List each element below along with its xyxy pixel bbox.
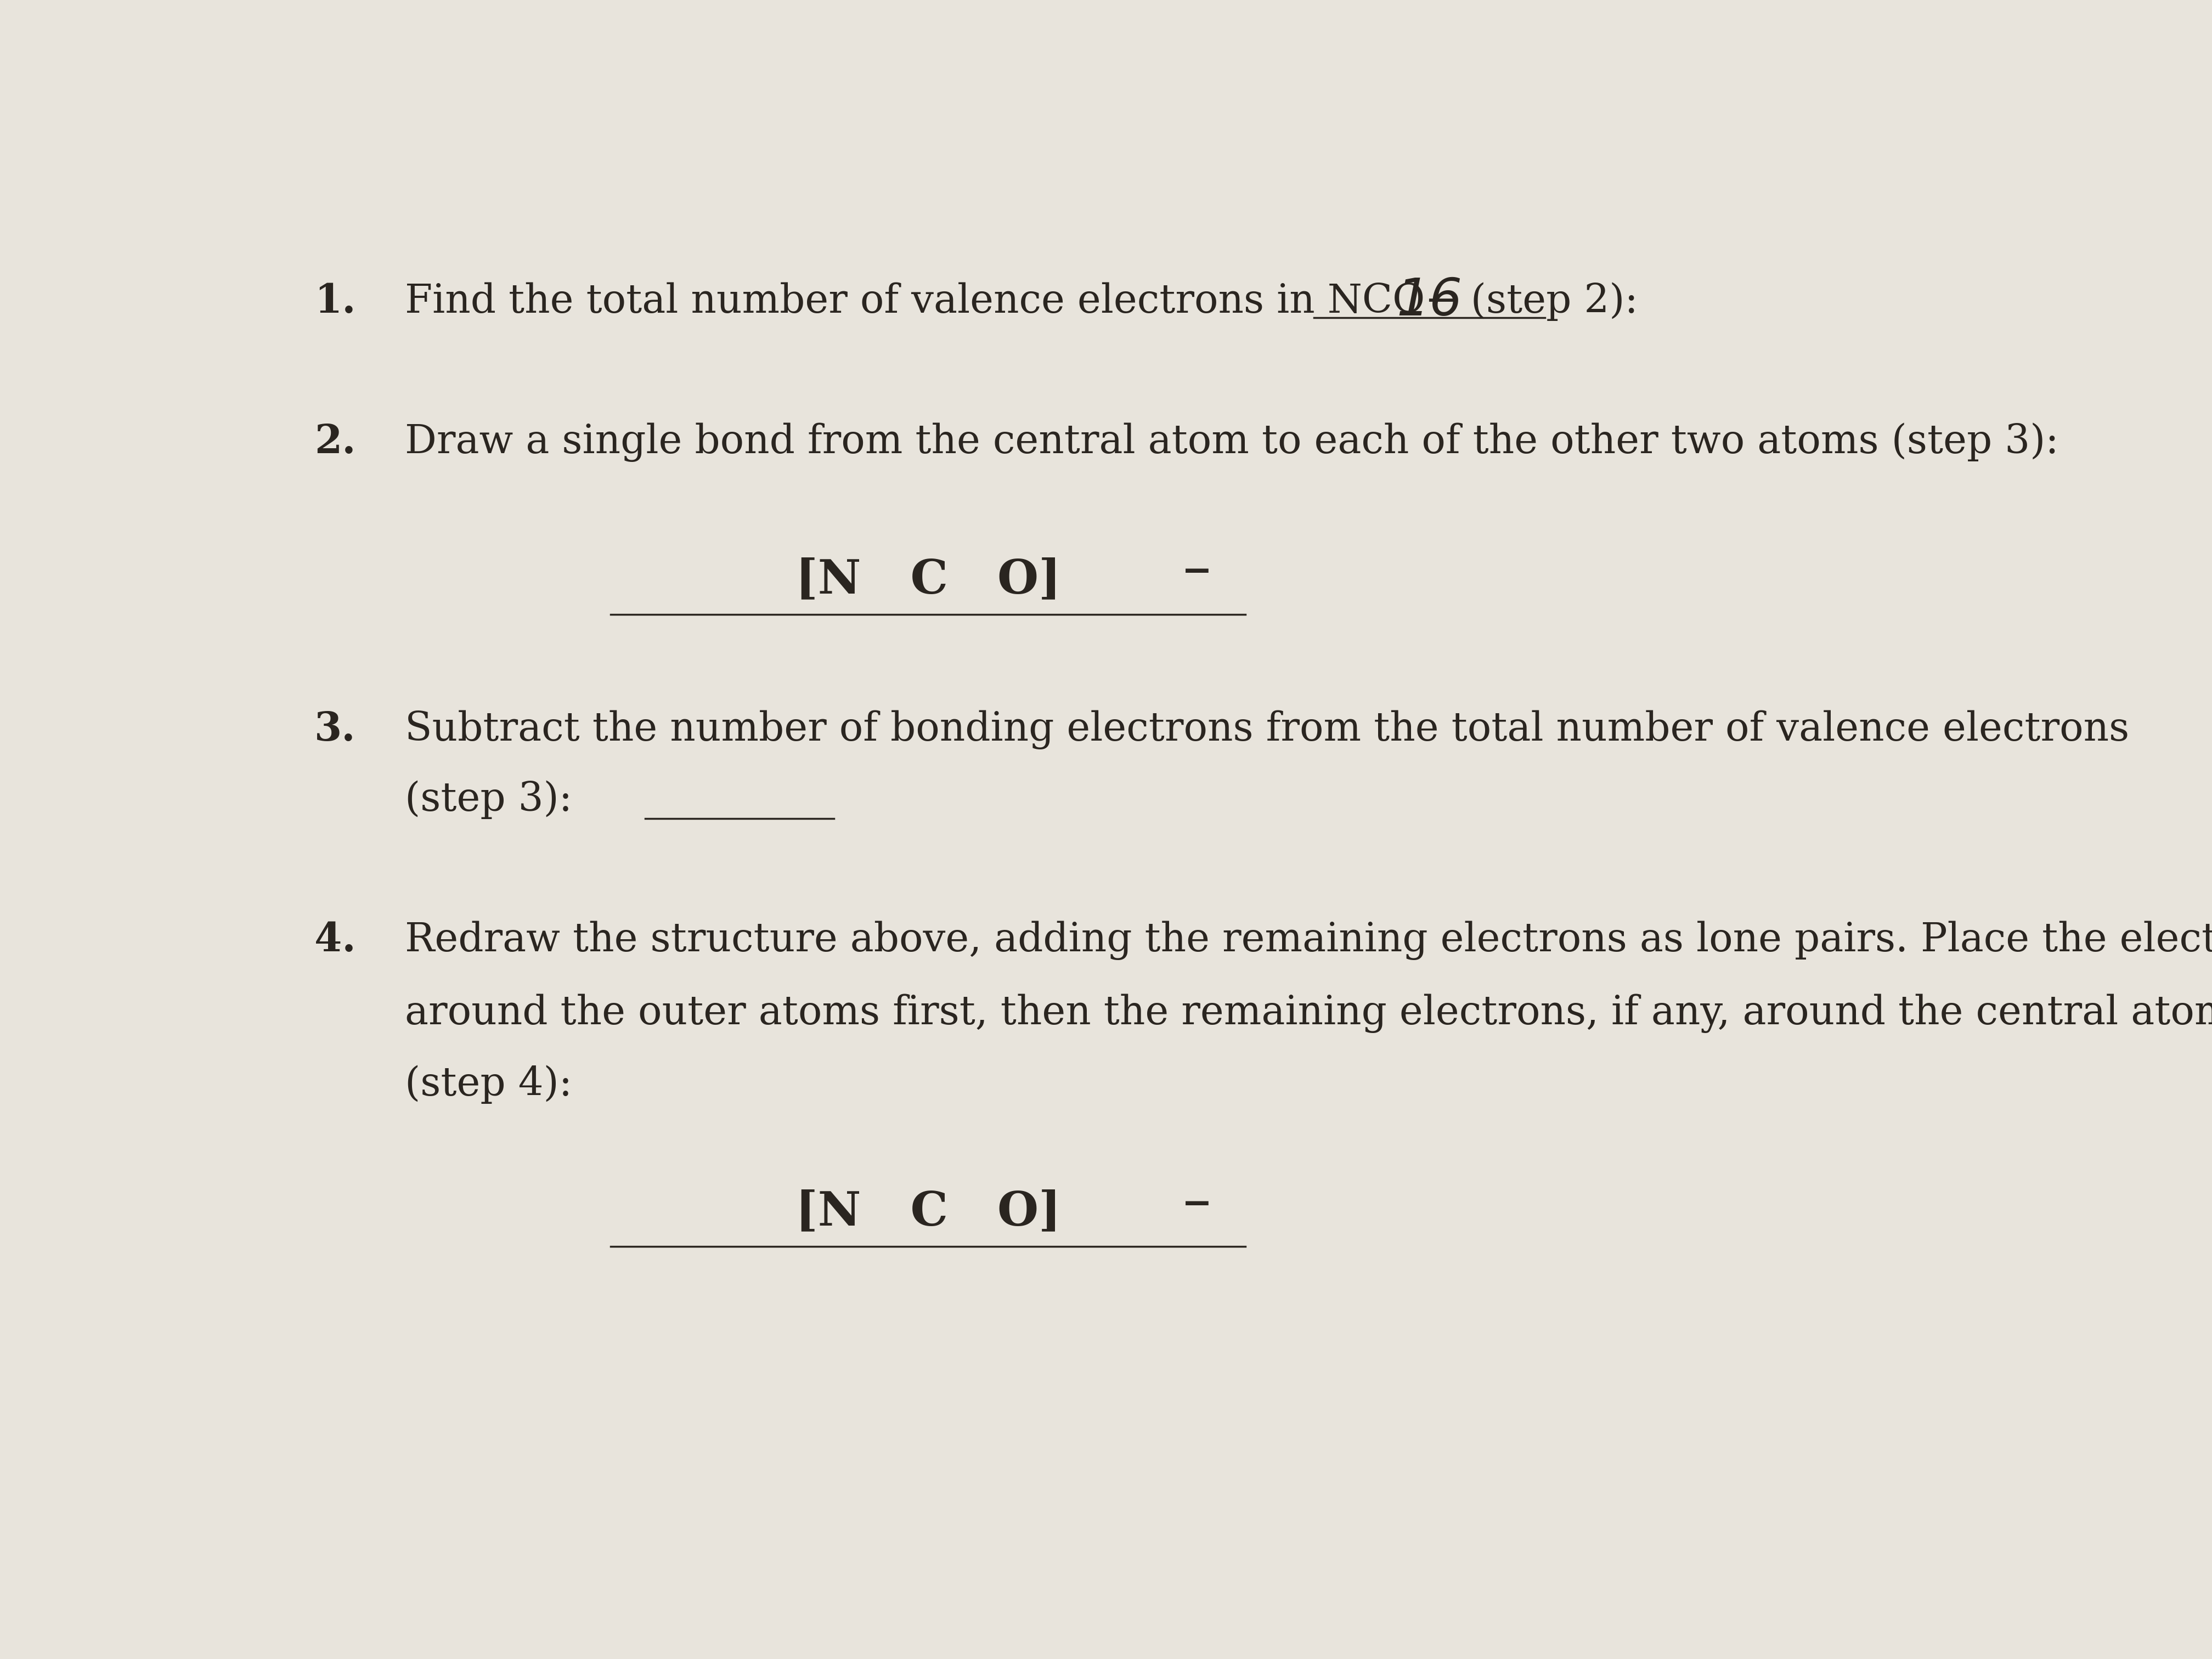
Text: (step 3):: (step 3):	[405, 780, 573, 820]
Text: −: −	[1181, 1186, 1212, 1223]
Text: 2.: 2.	[314, 423, 356, 461]
Text: 3.: 3.	[314, 710, 356, 748]
Text: Find the total number of valence electrons in NCO− (step 2):: Find the total number of valence electro…	[405, 282, 1639, 320]
Text: 4.: 4.	[314, 921, 356, 961]
Text: 1.: 1.	[314, 282, 356, 322]
Text: −: −	[1181, 554, 1212, 591]
Text: around the outer atoms first, then the remaining electrons, if any, around the c: around the outer atoms first, then the r…	[405, 994, 2212, 1034]
Text: Redraw the structure above, adding the remaining electrons as lone pairs. Place : Redraw the structure above, adding the r…	[405, 921, 2212, 961]
Text: [N   C   O]: [N C O]	[796, 557, 1060, 602]
Text: Subtract the number of bonding electrons from the total number of valence electr: Subtract the number of bonding electrons…	[405, 710, 2130, 750]
Text: Draw a single bond from the central atom to each of the other two atoms (step 3): Draw a single bond from the central atom…	[405, 423, 2059, 461]
Text: [N   C   O]: [N C O]	[796, 1190, 1060, 1236]
Text: 16: 16	[1396, 275, 1462, 325]
Text: (step 4):: (step 4):	[405, 1065, 573, 1103]
